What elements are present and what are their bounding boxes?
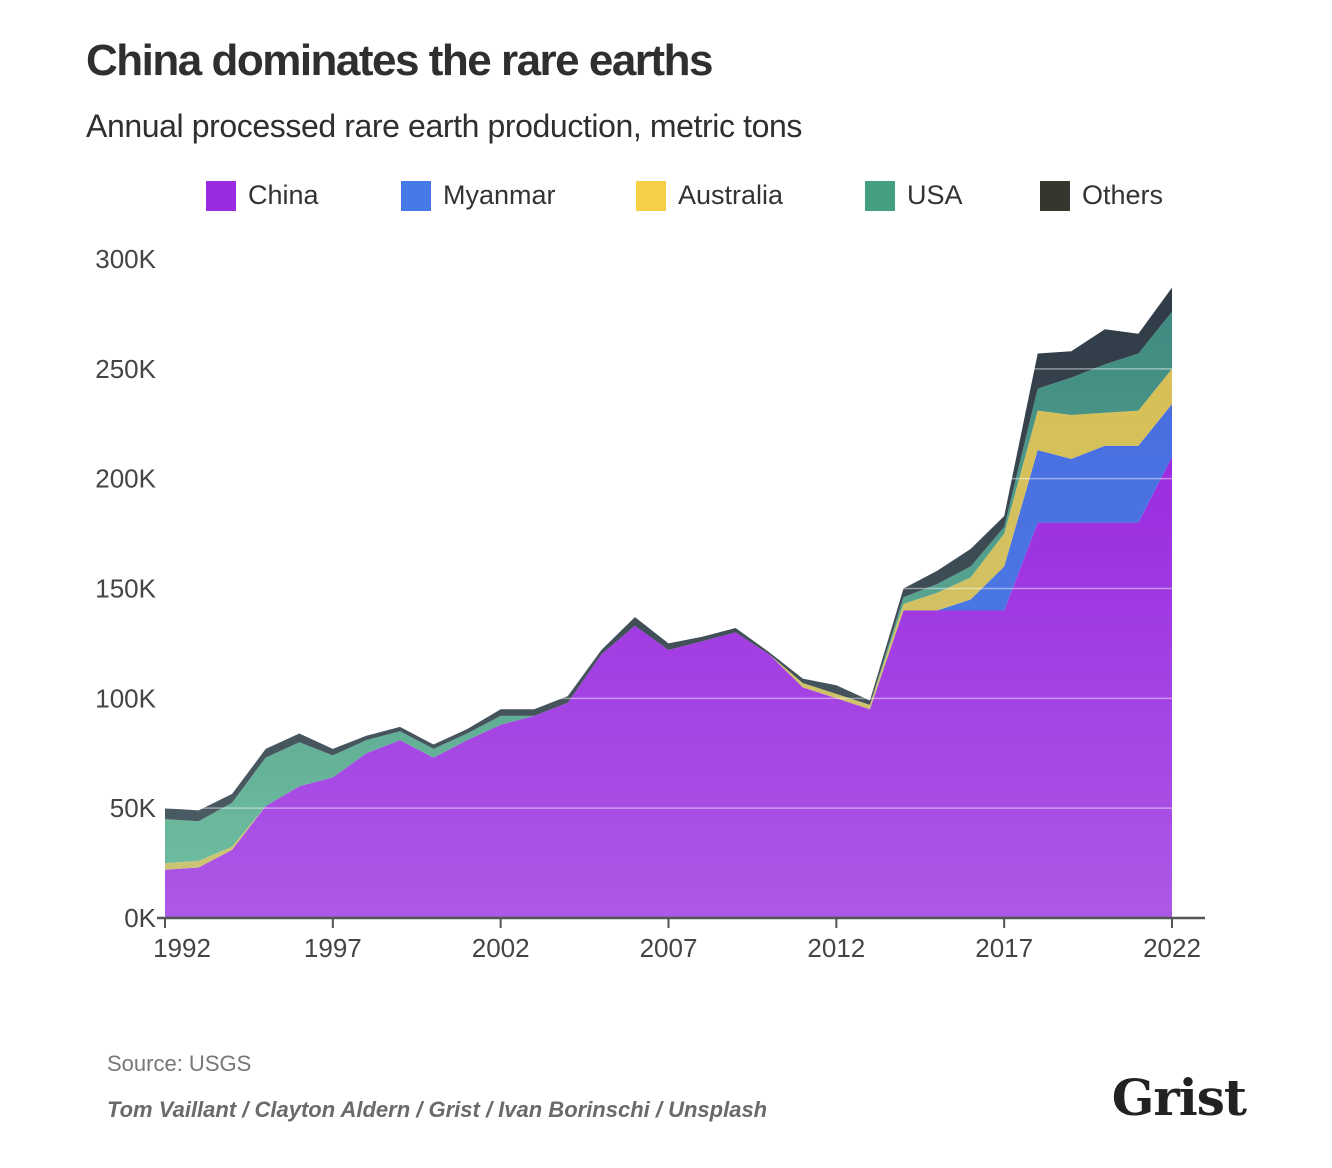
legend-item-usa: USA (865, 180, 963, 211)
legend-item-australia: Australia (636, 180, 783, 211)
area-australia (165, 368, 1172, 870)
y-tick-label: 250K (95, 354, 156, 384)
area-chart: 0K 50K 100K 150K 200K 250K 300K 1992 1997 2002 200… (95, 244, 1205, 963)
legend-label: Others (1082, 180, 1164, 210)
legend-label: USA (907, 180, 963, 210)
x-tick-label: 2007 (640, 933, 698, 963)
legend-label: Myanmar (443, 180, 556, 210)
legend-item-china: China (206, 180, 319, 211)
y-tick-label: 300K (95, 244, 156, 274)
legend-item-others: Others (1040, 180, 1163, 211)
x-tick-label: 2017 (975, 933, 1033, 963)
legend-label: China (248, 180, 319, 210)
area-others (165, 287, 1172, 822)
source-note: Source: USGS (107, 1051, 252, 1076)
credit-line: Tom Vaillant / Clayton Aldern / Grist / … (107, 1097, 768, 1122)
legend-label: Australia (678, 180, 784, 210)
x-tick-label: 2002 (472, 933, 530, 963)
x-tick-label: 2022 (1143, 933, 1201, 963)
legend-item-myanmar: Myanmar (401, 180, 556, 211)
area-china (165, 456, 1172, 918)
legend-swatch (1040, 180, 1070, 211)
legend-swatch (206, 180, 236, 211)
y-tick-label: 50K (110, 793, 157, 823)
y-tick-label: 150K (95, 574, 156, 604)
chart-title: China dominates the rare earths (86, 36, 713, 85)
x-tick-label: 1997 (304, 933, 362, 963)
grist-logo: Grist (1111, 1068, 1247, 1127)
legend-swatch (636, 180, 666, 211)
chart-subtitle: Annual processed rare earth production, … (86, 108, 802, 144)
x-tick-label: 1992 (153, 933, 211, 963)
x-tick-label: 2012 (807, 933, 865, 963)
legend-swatch (401, 180, 431, 211)
y-tick-label: 100K (95, 683, 156, 713)
area-series-group (165, 287, 1172, 918)
y-tick-label: 0K (124, 903, 156, 933)
legend-swatch (865, 180, 895, 211)
y-tick-label: 200K (95, 464, 156, 494)
